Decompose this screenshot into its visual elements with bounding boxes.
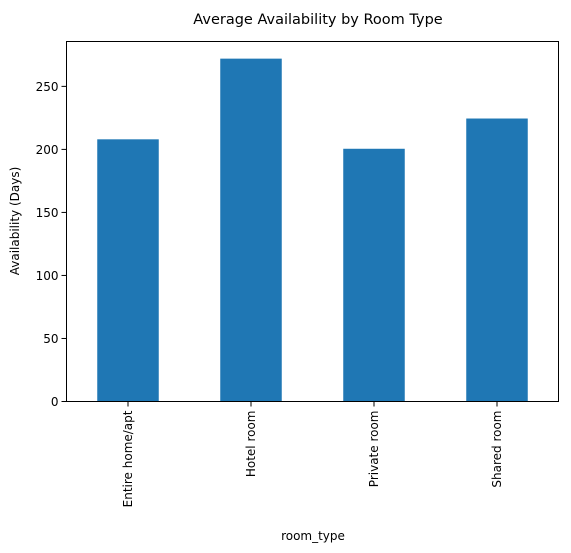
plot-frame (66, 41, 559, 402)
x-tick-label: Shared room (490, 411, 504, 488)
bar-entire-home-apt (97, 139, 159, 402)
bar-hotel-room (220, 58, 282, 402)
bar-private-room (343, 148, 405, 402)
y-tick-label: 200 (36, 143, 59, 157)
plot-area (97, 58, 528, 402)
x-axis: Entire home/apt Hotel room Private room Sha… (121, 401, 504, 507)
y-axis: 0 50 100 150 200 250 (36, 80, 67, 409)
y-tick-label: 100 (36, 269, 59, 283)
x-axis-label: room_type (281, 529, 345, 543)
chart-title: Average Availability by Room Type (193, 12, 442, 28)
y-axis-label: Availability (Days) (8, 167, 22, 276)
bar-shared-room (466, 118, 528, 402)
x-tick-label: Entire home/apt (121, 410, 135, 507)
y-tick-label: 250 (36, 80, 59, 94)
y-tick-label: 150 (36, 206, 59, 220)
y-tick-label: 0 (51, 395, 59, 409)
x-tick-label: Hotel room (244, 411, 258, 478)
y-tick-label: 50 (43, 332, 58, 346)
x-tick-label: Private room (367, 411, 381, 488)
